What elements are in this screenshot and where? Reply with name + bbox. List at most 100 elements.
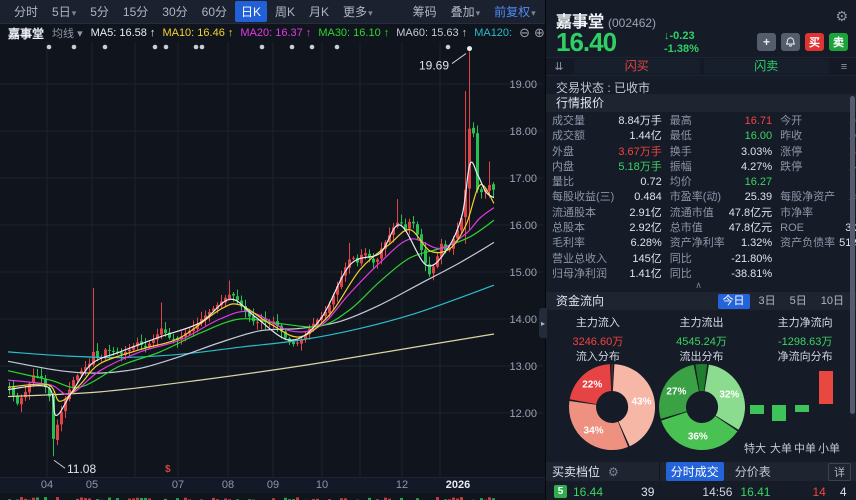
candle-body: [456, 229, 459, 239]
volume-bar: [296, 497, 299, 500]
panel-collapse-handle[interactable]: ▸: [539, 308, 547, 338]
tick-tabs: 分时成交 分价表: [665, 462, 782, 481]
toolbar-item-9[interactable]: 更多▾: [343, 5, 373, 19]
candle-body: [428, 264, 431, 275]
toolbar-item-3[interactable]: 15分: [122, 5, 149, 19]
candle-body: [312, 323, 315, 328]
sell-button[interactable]: 卖: [829, 33, 848, 51]
event-dot-marker[interactable]: [309, 44, 315, 50]
quote-value: 16.27: [744, 176, 773, 189]
candle-body: [360, 254, 363, 264]
toolbar-item-2[interactable]: 5分: [90, 5, 109, 19]
ma-type-select[interactable]: 均线 ▾: [52, 28, 83, 40]
toolbar-item-4[interactable]: 30分: [162, 5, 188, 19]
toolbar-item-1[interactable]: 5日▾: [52, 5, 77, 19]
candlestick-chart[interactable]: 19.00 18.00 17.00 16.00 15.00 14.00 13.00 12.00…: [0, 42, 545, 478]
y-tick-label: 19.00: [509, 79, 537, 91]
event-dot-marker[interactable]: [445, 44, 451, 50]
candle-body: [104, 349, 107, 359]
menu-icon[interactable]: ≡: [840, 60, 848, 73]
fundflow-tab-今日[interactable]: 今日: [717, 293, 750, 309]
volume-bar: [316, 498, 319, 500]
volume-bar: [456, 498, 459, 500]
toolbar-item-8[interactable]: 月K: [309, 5, 330, 19]
flash-sell-button[interactable]: 闪卖: [703, 59, 829, 74]
flow-stat: 主力流出 4545.24万: [650, 314, 754, 349]
candle-body: [432, 266, 435, 274]
quote-label: 内盘: [552, 160, 574, 173]
order-book-tab[interactable]: 买卖档位: [552, 465, 601, 479]
toolbar-item-13[interactable]: 前复权▾: [494, 5, 536, 19]
zoom-out-icon[interactable]: ⊖: [519, 25, 531, 40]
quote-label: 均价: [669, 176, 692, 189]
high-point-dot: [467, 46, 472, 52]
orderbook-settings-icon[interactable]: ⚙: [608, 464, 619, 479]
chevron-down-icon: ▾: [77, 28, 83, 40]
quote-value: 8.84万手: [618, 115, 662, 127]
quote-value: 145亿: [632, 252, 662, 265]
detail-button[interactable]: 详: [828, 462, 851, 481]
candle-body: [160, 328, 163, 335]
candle-body: [212, 308, 215, 311]
tick-tab-分价表[interactable]: 分价表: [734, 465, 771, 479]
event-dot-marker[interactable]: [289, 44, 295, 50]
buy-button[interactable]: 买: [805, 33, 824, 51]
stock-title: 嘉事堂 (002462): [556, 14, 657, 31]
event-dot-marker[interactable]: [259, 44, 265, 50]
quote-label: 最低: [669, 130, 692, 143]
candle-body: [32, 375, 35, 383]
scrollbar-thumb[interactable]: [850, 96, 855, 414]
fundflow-tab-10日[interactable]: 10日: [820, 294, 844, 307]
toolbar-item-5[interactable]: 60分: [201, 5, 227, 19]
candle-body: [284, 331, 287, 338]
low-annotation-arrow: [53, 459, 66, 469]
event-dot-marker[interactable]: [46, 44, 52, 50]
candle-body: [400, 222, 403, 224]
panel-scrollbar[interactable]: [850, 96, 855, 418]
candle-body: [376, 259, 379, 262]
panel-settings-icon[interactable]: ⚙: [835, 8, 848, 24]
quote-value: 16.71: [744, 115, 773, 127]
outflow-pie-slice-3: [695, 363, 708, 392]
candle-body: [480, 189, 483, 193]
candle-body: [368, 253, 371, 258]
volume-bar: [184, 497, 187, 500]
last-price: 16.40: [556, 27, 617, 57]
x-tick-label: 07: [171, 479, 185, 491]
volume-bar: [480, 498, 483, 500]
flash-buy-button[interactable]: 闪买: [574, 59, 700, 74]
toolbar-item-6[interactable]: 日K: [235, 1, 268, 22]
alert-bell-button[interactable]: [781, 33, 800, 51]
toolbar-item-12[interactable]: 叠加▾: [450, 5, 481, 19]
event-dot-marker[interactable]: [199, 44, 205, 50]
inflow-pie-slice-1: [568, 401, 629, 451]
candle-body: [492, 184, 495, 190]
volume-bar: [416, 498, 419, 500]
toolbar-item-7[interactable]: 周K: [275, 5, 296, 19]
event-dot-marker[interactable]: [71, 44, 77, 50]
event-dot-marker[interactable]: [193, 44, 199, 50]
event-dot-marker[interactable]: [163, 44, 169, 50]
dividend-event-marker[interactable]: $: [165, 464, 171, 475]
quote-value: 2.92亿: [629, 222, 662, 235]
candle-body: [60, 411, 63, 425]
toolbar-item-11[interactable]: 筹码: [412, 5, 437, 19]
fundflow-tab-5日[interactable]: 5日: [789, 294, 807, 307]
quote-label: 跌停: [780, 160, 803, 173]
event-dot-marker[interactable]: [334, 44, 340, 50]
ma-line-MA20: [7, 207, 495, 396]
add-watchlist-button[interactable]: +: [757, 33, 776, 51]
collapse-quote-icon[interactable]: ∧: [695, 280, 702, 290]
event-dot-marker[interactable]: [102, 44, 108, 50]
toolbar-item-0[interactable]: 分时: [14, 5, 39, 19]
fundflow-tab-3日[interactable]: 3日: [758, 294, 776, 307]
zoom-in-icon[interactable]: ⊕: [534, 25, 545, 40]
x-tick-label: 10: [315, 479, 329, 491]
event-dot-marker[interactable]: [152, 44, 158, 50]
tick-tab-分时成交[interactable]: 分时成交: [665, 462, 724, 481]
outflow-pie-slice-1: [661, 412, 738, 451]
flow-stat-label: 主力流入: [575, 317, 620, 329]
collapse-panel-icon[interactable]: ⇊: [554, 61, 564, 73]
candle-body: [144, 345, 147, 348]
